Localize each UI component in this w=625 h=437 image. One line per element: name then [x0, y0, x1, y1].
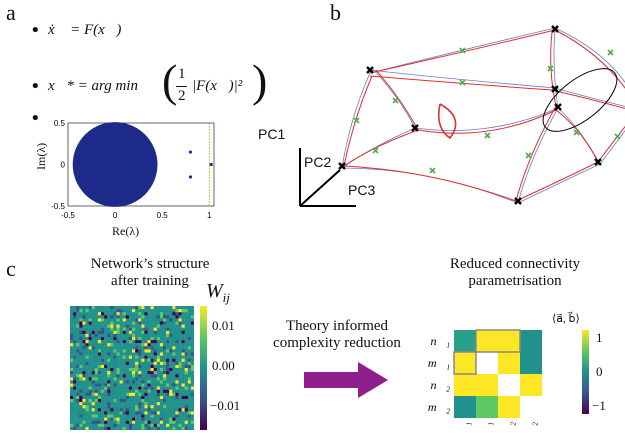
eigenvalue-axes-frame	[67, 122, 215, 207]
argmin-equation-left: x⃗* = arg min	[48, 78, 138, 94]
reduced-cell-3-0	[454, 396, 476, 418]
panel-letter-b: b	[330, 0, 341, 25]
eigenvalue-bulk-disk	[72, 122, 158, 207]
matrix-col-label-3: m⃗₂	[524, 422, 538, 434]
x-tick-0: -0.5	[61, 211, 75, 220]
reduced-cell-0-2	[498, 330, 520, 352]
pca-trajectory-plot	[299, 25, 625, 207]
reduced-cell-1-3	[520, 352, 542, 374]
reduced-cell-2-1	[476, 374, 498, 396]
highlight-ellipse	[542, 68, 618, 132]
reduced-cell-3-2	[498, 396, 520, 418]
outlier-point-2	[209, 162, 213, 167]
y-tick-labels: 0.5 0 -0.5	[51, 119, 65, 211]
blue-trajectories	[341, 27, 625, 204]
right-cbar-tick-bottom: −1	[592, 398, 606, 413]
left-colorbar	[200, 306, 207, 430]
reduced-cell-1-2	[498, 352, 520, 374]
reduction-arrow	[304, 362, 388, 398]
reduced-connectivity-title: Reduced connectivity parametrisation	[449, 256, 581, 289]
panel-letter-c: c	[6, 256, 16, 281]
right-cbar-tick-mid: 0	[596, 364, 603, 379]
matrix-col-label-2: n⃗₂	[502, 422, 516, 434]
fixed-points-saddle	[353, 47, 621, 174]
network-structure-title: Network’s structure after training	[90, 256, 210, 289]
bullet-2: •	[30, 76, 41, 97]
matrix-row-label-1: m⃗₁	[428, 356, 450, 370]
reduced-matrix: n⃗₁ m⃗₁ n⃗₂ m⃗₂ n⃗₁ m⃗₁ n⃗₂ m⃗₂	[428, 329, 542, 434]
frac-num: 1	[178, 66, 186, 82]
y-tick-0: 0.5	[54, 119, 66, 128]
eigenvalue-ylabel: Im(λ)	[34, 142, 48, 170]
left-cbar-tick-top: 0.01	[212, 318, 235, 333]
x-tick-2: 0.5	[157, 211, 169, 220]
right-cbar-tick-top: 1	[596, 330, 603, 345]
reduced-cell-2-3	[520, 374, 542, 396]
right-paren: )	[252, 55, 268, 106]
matrix-row-label-2: n⃗₂	[430, 378, 450, 392]
y-tick-1: 0	[61, 161, 66, 170]
x-tick-1: 0	[113, 211, 118, 220]
complexity-reduction-text: Theory informed complexity reduction	[273, 318, 401, 351]
outlier-point-1	[188, 175, 193, 179]
y-tick-2: -0.5	[51, 202, 65, 211]
reduced-cell-2-2	[498, 374, 520, 396]
reduced-cell-0-3	[520, 330, 542, 352]
left-paren: (	[162, 55, 178, 106]
connectivity-matrix-heatmap	[70, 306, 194, 430]
reduced-cell-0-1	[476, 330, 498, 352]
reduced-cell-3-3	[520, 396, 542, 418]
eigenvalue-outliers	[188, 150, 213, 179]
ode-equation: ẋ⃗ = F(x⃗)	[48, 22, 122, 38]
left-cbar-tick-bottom: −0.01	[210, 398, 241, 413]
pc1-label: PC1	[258, 126, 286, 142]
x-tick-labels: -0.5 0 0.5 1	[61, 211, 212, 220]
matrix-row-label-3: m⃗₂	[428, 400, 450, 414]
frac-den: 2	[178, 88, 186, 104]
panel-letter-a: a	[6, 0, 16, 25]
fixed-points-stable	[338, 25, 602, 205]
reduced-cell-0-0	[454, 330, 476, 352]
reduced-cell-2-0	[454, 374, 476, 396]
matrix-col-label-1: m⃗₁	[480, 422, 494, 434]
pc2-label: PC2	[304, 154, 332, 170]
eigenvalue-xlabel: Re(λ)	[112, 224, 140, 238]
left-cbar-tick-mid: 0.00	[212, 358, 235, 373]
bullet-3: •	[30, 108, 41, 129]
red-trajectories	[343, 29, 625, 202]
pc3-label: PC3	[348, 182, 376, 198]
right-colorbar	[582, 330, 589, 414]
reduced-cell-1-0	[454, 352, 476, 374]
right-colorbar-label: ⟨a⃗, b⃗⟩	[552, 313, 580, 325]
matrix-row-label-0: n⃗₁	[430, 334, 450, 348]
left-colorbar-label: Wij	[206, 280, 230, 305]
x-tick-3: 1	[207, 211, 212, 220]
eigenvalue-plot: -0.5 0 0.5 1 0.5 0 -0.5	[51, 119, 215, 220]
bullet-1: •	[30, 20, 41, 41]
frac-bar	[176, 86, 187, 87]
reduced-cell-1-1	[476, 352, 498, 374]
outlier-point-0	[188, 150, 193, 154]
matrix-col-label-0: n⃗₁	[458, 422, 472, 434]
reduced-cell-3-1	[476, 396, 498, 418]
pc2-axis	[299, 169, 341, 207]
argmin-equation-right: |F(x⃗)|²	[192, 78, 243, 94]
